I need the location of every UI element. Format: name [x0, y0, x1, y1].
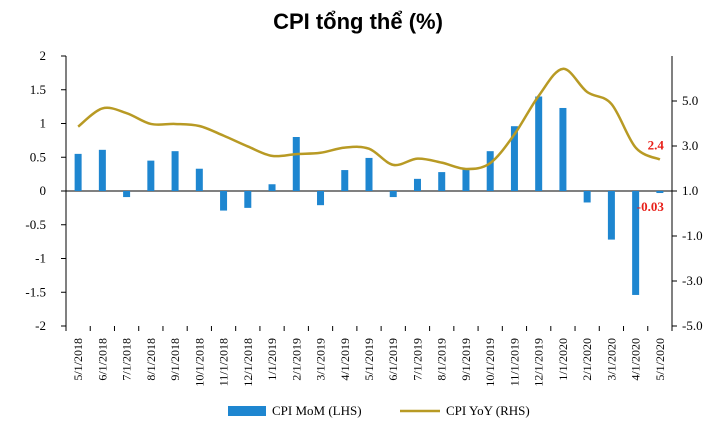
left-tick-label: -1.5	[25, 284, 46, 299]
left-tick-label: 1	[40, 116, 47, 131]
x-tick-label: 9/1/2018	[168, 338, 182, 381]
left-tick-label: -0.5	[25, 217, 46, 232]
x-tick-label: 3/1/2019	[314, 338, 328, 381]
annotations: 2.4 -0.03	[637, 138, 665, 215]
chart-title: CPI tổng thể (%)	[273, 9, 443, 34]
bar-1/1/2019	[268, 184, 276, 191]
left-tick-label: 2	[40, 48, 47, 63]
x-tick-label: 9/1/2019	[459, 338, 473, 381]
bar-6/1/2018	[98, 149, 106, 191]
x-tick-label: 12/1/2018	[241, 338, 255, 387]
x-tick-label: 7/1/2018	[120, 338, 134, 381]
bar-10/1/2018	[195, 168, 203, 191]
x-tick-label: 8/1/2019	[435, 338, 449, 381]
x-tick-label: 2/1/2019	[289, 338, 303, 381]
x-tick-label: 5/1/2019	[362, 338, 376, 381]
left-tick-label: 0	[40, 183, 47, 198]
bar-12/1/2019	[535, 96, 543, 191]
left-tick-label: 1.5	[30, 82, 46, 97]
mom-bars	[74, 96, 664, 295]
x-tick-label: 4/1/2020	[629, 338, 643, 381]
x-tick-label: 7/1/2019	[410, 338, 424, 381]
left-tick-label: -1	[35, 251, 46, 266]
bar-8/1/2019	[438, 172, 446, 191]
yoy-line-path	[77, 67, 661, 171]
x-tick-label: 6/1/2019	[386, 338, 400, 381]
bar-5/1/2018	[74, 153, 82, 191]
legend-label-yoy: CPI YoY (RHS)	[446, 403, 530, 418]
left-tick-label: -2	[35, 318, 46, 333]
right-tick-label: -1.0	[682, 228, 703, 243]
bar-2/1/2020	[583, 191, 591, 203]
yoy-last-label: 2.4	[648, 138, 665, 153]
x-tick-label: 6/1/2018	[95, 338, 109, 381]
yoy-line	[77, 67, 661, 171]
right-tick-label: 5.0	[682, 93, 698, 108]
left-tick-label: 0.5	[30, 149, 46, 164]
bar-10/1/2019	[486, 151, 494, 191]
x-tick-label: 5/1/2020	[653, 338, 667, 381]
bar-8/1/2018	[147, 160, 155, 191]
bar-5/1/2019	[365, 157, 373, 191]
bar-4/1/2019	[341, 170, 349, 191]
bar-4/1/2020	[632, 191, 640, 295]
x-tick-label: 1/1/2020	[556, 338, 570, 381]
bar-6/1/2019	[389, 191, 397, 198]
x-tick-label: 2/1/2020	[580, 338, 594, 381]
bar-3/1/2020	[607, 191, 615, 240]
legend-swatch-mom	[228, 406, 266, 416]
right-tick-label: -5.0	[682, 318, 703, 333]
x-tick-label: 10/1/2018	[192, 338, 206, 387]
right-y-axis: -5.0 -3.0 -1.0 1.0 3.0 5.0	[671, 56, 703, 333]
legend-label-mom: CPI MoM (LHS)	[272, 403, 362, 418]
bar-9/1/2018	[171, 151, 179, 191]
right-tick-label: -3.0	[682, 273, 703, 288]
bar-9/1/2019	[462, 169, 470, 191]
bar-7/1/2018	[123, 191, 131, 198]
x-tick-label: 4/1/2019	[338, 338, 352, 381]
bar-11/1/2019	[510, 126, 518, 191]
x-tick-label: 5/1/2018	[71, 338, 85, 381]
x-tick-label: 3/1/2020	[604, 338, 618, 381]
x-tick-label: 12/1/2019	[532, 338, 546, 387]
right-tick-label: 1.0	[682, 183, 698, 198]
bar-12/1/2018	[244, 191, 252, 208]
bar-11/1/2018	[220, 191, 228, 211]
bar-2/1/2019	[292, 137, 300, 191]
bar-5/1/2020	[656, 191, 664, 194]
bar-1/1/2020	[559, 107, 567, 191]
bar-7/1/2019	[413, 178, 421, 191]
legend: CPI MoM (LHS) CPI YoY (RHS)	[228, 403, 530, 418]
right-tick-label: 3.0	[682, 138, 698, 153]
x-tick-label: 11/1/2018	[217, 338, 231, 386]
bar-3/1/2019	[317, 191, 325, 206]
x-tick-label: 1/1/2019	[265, 338, 279, 381]
mom-last-label: -0.03	[637, 199, 665, 214]
x-axis-ticks: 5/1/2018 6/1/2018 7/1/2018 8/1/2018 9/1/2018…	[65, 326, 673, 387]
x-tick-label: 8/1/2018	[144, 338, 158, 381]
x-tick-label: 10/1/2019	[483, 338, 497, 387]
left-y-axis: -2 -1.5 -1 -0.5 0 0.5 1 1.5 2	[25, 48, 67, 333]
x-tick-label: 11/1/2019	[507, 338, 521, 386]
